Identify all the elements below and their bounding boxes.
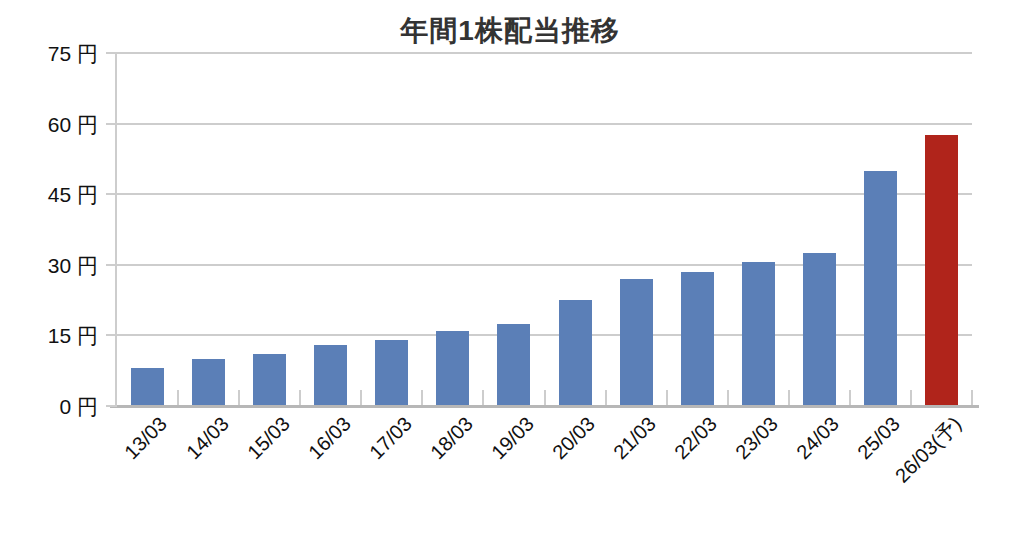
x-axis-tick-label: 14/03 (182, 413, 232, 463)
bar-25/03 (864, 171, 897, 406)
x-axis-tick-label: 17/03 (365, 413, 415, 463)
x-tick (666, 390, 668, 406)
bar-23/03 (742, 262, 775, 406)
gridline-15 (117, 334, 972, 336)
x-tick (421, 390, 423, 406)
x-axis-tick-label: 23/03 (732, 413, 782, 463)
bar-18/03 (436, 331, 469, 406)
y-axis-tick-label: 30 円 (8, 255, 98, 276)
y-tick-0 (106, 405, 117, 407)
y-axis-tick-label: 75 円 (8, 43, 98, 64)
y-axis-tick-label: 60 円 (8, 114, 98, 135)
x-axis-tick-label: 24/03 (793, 413, 843, 463)
y-tick-15 (106, 334, 117, 336)
y-tick-60 (106, 123, 117, 125)
x-axis-tick-label: 18/03 (427, 413, 477, 463)
x-tick (727, 390, 729, 406)
x-axis-tick-label: 21/03 (610, 413, 660, 463)
x-axis-tick-label: 19/03 (488, 413, 538, 463)
x-tick (971, 390, 973, 406)
x-tick (605, 390, 607, 406)
x-tick (910, 390, 912, 406)
y-axis-tick-label: 0 円 (8, 396, 98, 417)
y-axis-tick-label: 45 円 (8, 184, 98, 205)
bar-26/03(予) (925, 135, 958, 406)
x-axis-tick-label: 22/03 (671, 413, 721, 463)
gridline-60 (117, 123, 972, 125)
y-tick-75 (106, 52, 117, 54)
bar-24/03 (803, 253, 836, 406)
bar-19/03 (497, 324, 530, 406)
x-axis-tick-label: 25/03 (854, 413, 904, 463)
x-tick (788, 390, 790, 406)
x-tick (238, 390, 240, 406)
x-axis-line (110, 405, 979, 408)
bar-15/03 (253, 354, 286, 406)
bar-21/03 (620, 279, 653, 406)
x-tick (544, 390, 546, 406)
y-tick-45 (106, 193, 117, 195)
x-tick (849, 390, 851, 406)
y-axis-line (115, 52, 117, 407)
bar-17/03 (375, 340, 408, 406)
dividend-chart: 年間1株配当推移 0 円 15 円 30 円 45 円 60 円 75 円 13/0314… (0, 0, 1020, 534)
bar-16/03 (314, 345, 347, 406)
x-axis-tick-label: 26/03(予) (892, 413, 965, 486)
x-tick (177, 390, 179, 406)
chart-title: 年間1株配当推移 (0, 12, 1020, 50)
y-axis-tick-label: 15 円 (8, 325, 98, 346)
x-axis-tick-label: 13/03 (121, 413, 171, 463)
bar-20/03 (559, 300, 592, 406)
x-axis-tick-label: 15/03 (243, 413, 293, 463)
gridline-30 (117, 264, 972, 266)
y-tick-30 (106, 264, 117, 266)
x-axis-tick-label: 20/03 (549, 413, 599, 463)
bar-14/03 (192, 359, 225, 406)
gridline-45 (117, 193, 972, 195)
bar-13/03 (131, 368, 164, 406)
x-axis-tick-label: 16/03 (304, 413, 354, 463)
plot-area (117, 53, 972, 406)
x-tick (299, 390, 301, 406)
x-tick (360, 390, 362, 406)
bar-22/03 (681, 272, 714, 406)
gridline-75 (117, 52, 972, 54)
x-tick (482, 390, 484, 406)
